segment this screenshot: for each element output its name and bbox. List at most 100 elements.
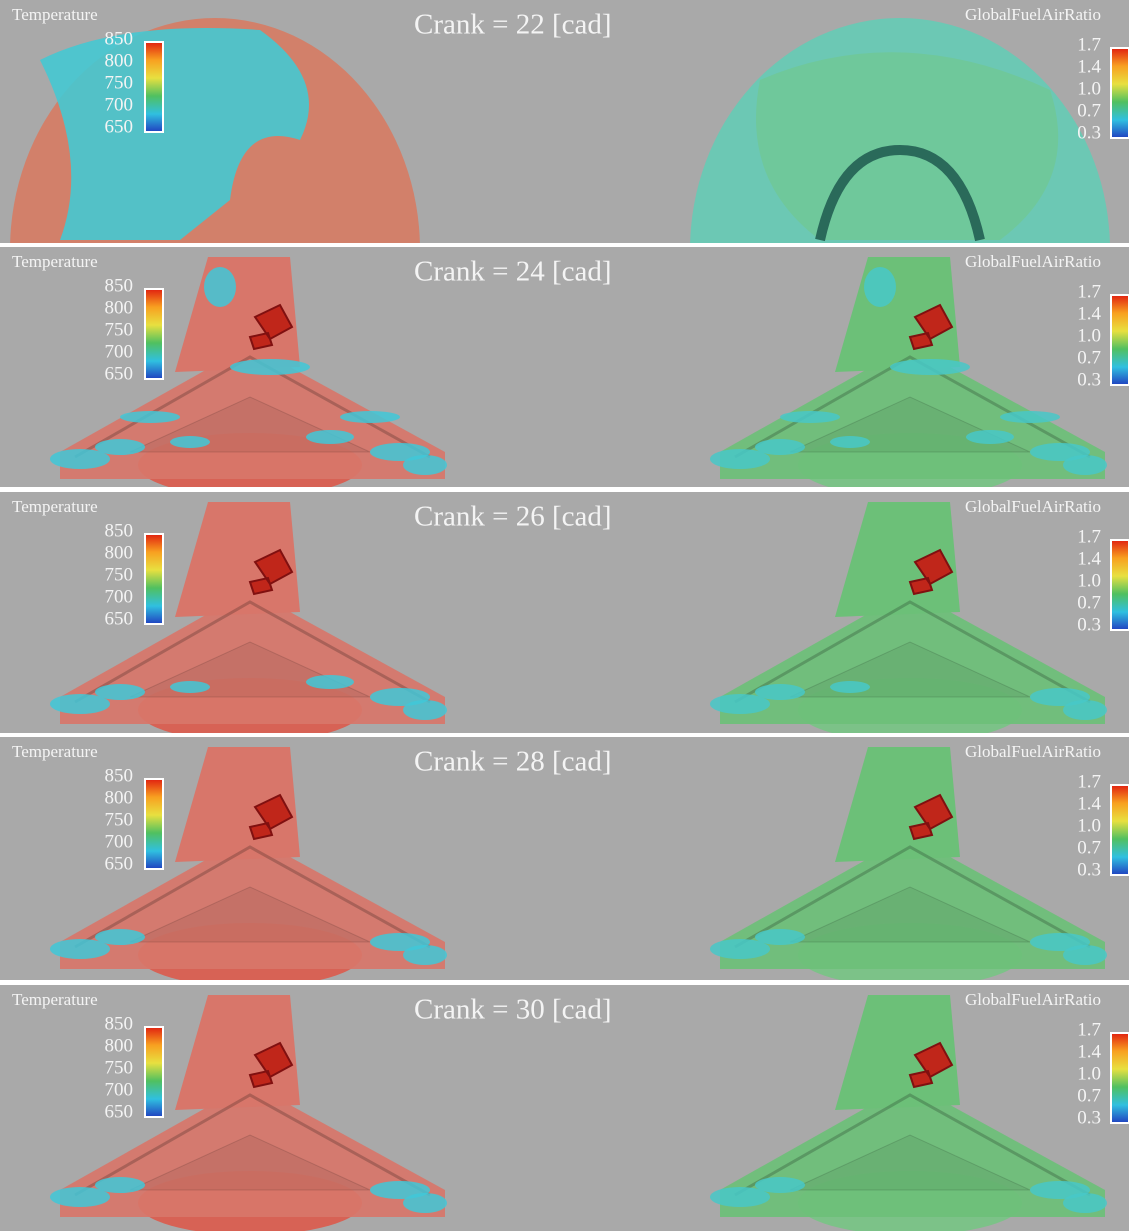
colorbar-tick: 650 xyxy=(105,1101,134,1122)
colorbar-tick: 0.3 xyxy=(1077,859,1101,880)
patch xyxy=(306,675,354,689)
right-label: GlobalFuelAirRatio xyxy=(965,990,1101,1009)
model-group xyxy=(50,502,1107,733)
colorbar xyxy=(144,778,164,870)
patch xyxy=(50,939,110,959)
colorbar-tick: 1.7 xyxy=(1077,1019,1101,1040)
wings xyxy=(60,1083,445,1217)
spark-plug xyxy=(248,548,294,596)
patch xyxy=(755,684,805,700)
colorbar-tick: 1.4 xyxy=(1077,56,1101,77)
right-label: GlobalFuelAirRatio xyxy=(965,742,1101,761)
spark-plug xyxy=(248,793,294,841)
colorbar xyxy=(144,533,164,625)
colorbar-tick: 750 xyxy=(105,72,134,93)
left-label: Temperature xyxy=(12,5,98,24)
patch xyxy=(966,430,1014,444)
colorbar-tick: 750 xyxy=(105,1057,134,1078)
patch xyxy=(755,929,805,945)
model-group xyxy=(10,18,1110,243)
colorbar-tick: 0.3 xyxy=(1077,614,1101,635)
colorbar-tick: 750 xyxy=(105,319,134,340)
patch xyxy=(95,439,145,455)
patch xyxy=(403,1193,447,1213)
colorbar-tick: 1.4 xyxy=(1077,548,1101,569)
spark-plug xyxy=(908,303,954,351)
patch xyxy=(755,1177,805,1193)
inner-wing xyxy=(789,1134,1031,1191)
inner-wing xyxy=(129,1134,371,1191)
patch xyxy=(1063,1193,1107,1213)
patch xyxy=(1000,411,1060,423)
patch xyxy=(830,436,870,448)
patch xyxy=(403,945,447,965)
engine-model xyxy=(710,502,1107,733)
wings xyxy=(720,1083,1105,1217)
spark-plug xyxy=(248,303,294,351)
patch xyxy=(50,694,110,714)
colorbar-tick: 700 xyxy=(105,831,134,852)
colorbar xyxy=(1110,784,1129,876)
colorbar-tick: 850 xyxy=(105,1013,134,1034)
wings xyxy=(720,590,1105,724)
patch xyxy=(710,449,770,469)
patch xyxy=(780,411,840,423)
patch xyxy=(1063,455,1107,475)
patch xyxy=(306,430,354,444)
colorbar-tick: 700 xyxy=(105,94,134,115)
colorbar-tick: 750 xyxy=(105,809,134,830)
crank-label: Crank = 22 [cad] xyxy=(414,9,612,41)
patch xyxy=(95,684,145,700)
colorbar-tick: 1.0 xyxy=(1077,78,1101,99)
colorbar-tick: 1.0 xyxy=(1077,570,1101,591)
left-label: Temperature xyxy=(12,497,98,516)
patch xyxy=(170,681,210,693)
engine-model xyxy=(50,257,447,487)
spark-plug xyxy=(908,793,954,841)
colorbar-tick: 800 xyxy=(105,297,134,318)
ridge xyxy=(74,600,431,704)
patch xyxy=(50,449,110,469)
colorbar-tick: 850 xyxy=(105,275,134,296)
patch xyxy=(710,1187,770,1207)
engine-model xyxy=(710,257,1107,487)
colorbar xyxy=(1110,539,1129,631)
colorbar-tick: 700 xyxy=(105,341,134,362)
patch xyxy=(755,439,805,455)
patch xyxy=(710,939,770,959)
patch xyxy=(1063,700,1107,720)
patch xyxy=(230,359,310,375)
colorbar-tick: 800 xyxy=(105,787,134,808)
colorbar-tick: 0.7 xyxy=(1077,1085,1101,1106)
colorbar-tick: 1.0 xyxy=(1077,325,1101,346)
colorbar-tick: 1.7 xyxy=(1077,526,1101,547)
ridge xyxy=(74,1093,431,1197)
wings xyxy=(720,345,1105,479)
colorbar xyxy=(144,41,164,133)
patch xyxy=(710,694,770,714)
patch xyxy=(1063,945,1107,965)
engine-model xyxy=(50,502,447,733)
colorbar-tick: 700 xyxy=(105,1079,134,1100)
ridge xyxy=(74,845,431,949)
ridge xyxy=(74,355,431,459)
colorbar-tick: 1.7 xyxy=(1077,34,1101,55)
colorbar-tick: 800 xyxy=(105,1035,134,1056)
colorbar-tick: 650 xyxy=(105,608,134,629)
colorbar-tick: 0.3 xyxy=(1077,369,1101,390)
patch xyxy=(170,436,210,448)
wings xyxy=(720,835,1105,969)
crank-label: Crank = 28 [cad] xyxy=(414,746,612,778)
colorbar-tick: 750 xyxy=(105,564,134,585)
right-label: GlobalFuelAirRatio xyxy=(965,5,1101,24)
spark-plug xyxy=(908,1041,954,1089)
patch xyxy=(95,1177,145,1193)
colorbar-tick: 1.7 xyxy=(1077,281,1101,302)
colorbar-tick: 1.7 xyxy=(1077,771,1101,792)
colorbar-tick: 1.4 xyxy=(1077,1041,1101,1062)
patch xyxy=(340,411,400,423)
colorbar-tick: 650 xyxy=(105,116,134,137)
left-label: Temperature xyxy=(12,742,98,761)
